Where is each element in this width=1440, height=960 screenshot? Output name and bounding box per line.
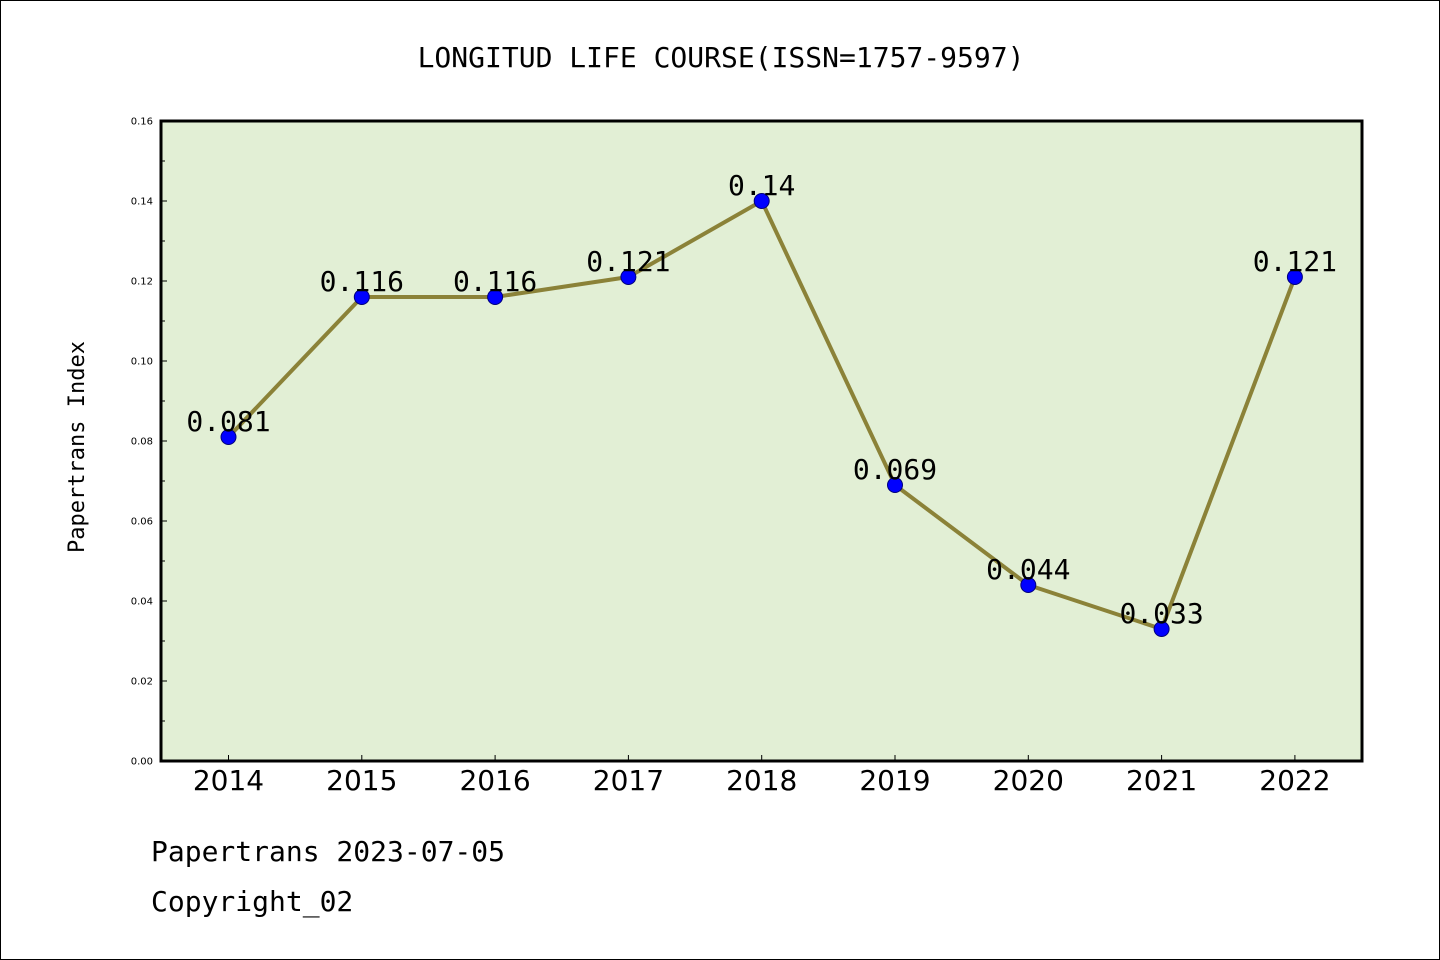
data-point (487, 289, 504, 305)
data-label: 0.033 (1119, 597, 1203, 630)
data-point (887, 477, 903, 493)
x-tick-label: 2018 (726, 764, 797, 797)
data-point (1286, 269, 1303, 285)
data-label: 0.116 (453, 265, 537, 298)
y-tick-label: 0.14 (131, 197, 153, 208)
data-label: 0.116 (320, 265, 404, 298)
x-tick-label: 2016 (459, 764, 530, 797)
data-point (620, 269, 637, 285)
y-tick-label: 0.04 (131, 597, 153, 608)
y-tick-label: 0.16 (131, 117, 153, 128)
x-axis-ticks: 2014 2015 2016 2017 2018 2019 2020 2021 2022 (193, 755, 1331, 797)
data-label: 0.121 (1253, 245, 1337, 278)
data-label: 0.081 (186, 405, 270, 438)
data-label: 0.121 (586, 245, 670, 278)
footer-copyright: Copyright_02 (151, 885, 354, 918)
y-tick-label: 0.10 (131, 357, 153, 368)
y-tick-label: 0.12 (131, 277, 153, 288)
data-label: 0.069 (853, 453, 937, 486)
y-axis-ticks: 0.00 0.02 0.04 0.06 0.08 0.10 0.12 0.14 0.16 (131, 117, 167, 768)
data-series (220, 193, 1303, 637)
y-axis-label: Papertrans Index (65, 341, 90, 553)
chart-title: LONGITUD LIFE COURSE(ISSN=1757-9597) (418, 41, 1025, 74)
footer-date: Papertrans 2023-07-05 (151, 835, 506, 868)
x-tick-label: 2020 (993, 764, 1064, 797)
x-tick-label: 2022 (1259, 764, 1330, 797)
x-tick-label: 2014 (193, 764, 264, 797)
x-tick-label: 2017 (593, 764, 664, 797)
x-tick-label: 2015 (326, 764, 397, 797)
data-label: 0.14 (728, 169, 795, 202)
data-labels: 0.081 0.116 0.116 0.121 0.14 0.069 0.044 0.033 0… (186, 169, 1337, 630)
data-point (1020, 577, 1037, 593)
data-label: 0.044 (986, 553, 1070, 586)
data-point (220, 429, 237, 445)
y-tick-label: 0.08 (131, 437, 153, 448)
x-tick-label: 2019 (859, 764, 930, 797)
y-tick-label: 0.02 (131, 677, 153, 688)
data-point (353, 289, 370, 305)
y-tick-label: 0.06 (131, 517, 153, 528)
y-tick-label: 0.00 (131, 757, 153, 768)
x-tick-label: 2021 (1126, 764, 1197, 797)
data-point (753, 193, 770, 209)
data-point (1153, 621, 1170, 637)
plot-area (159, 119, 1364, 763)
